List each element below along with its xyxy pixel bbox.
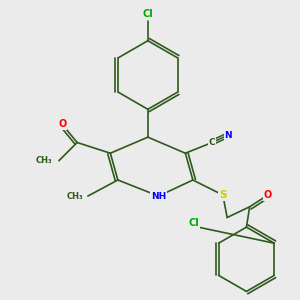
- Text: O: O: [58, 119, 66, 129]
- Text: Cl: Cl: [142, 9, 153, 19]
- Text: Cl: Cl: [189, 218, 199, 228]
- Text: NH: NH: [151, 192, 166, 201]
- Text: C: C: [209, 138, 215, 147]
- Text: CH₃: CH₃: [36, 156, 52, 165]
- Text: S: S: [219, 190, 226, 200]
- Text: CH₃: CH₃: [67, 192, 84, 201]
- Text: O: O: [264, 190, 272, 200]
- Text: N: N: [224, 130, 232, 140]
